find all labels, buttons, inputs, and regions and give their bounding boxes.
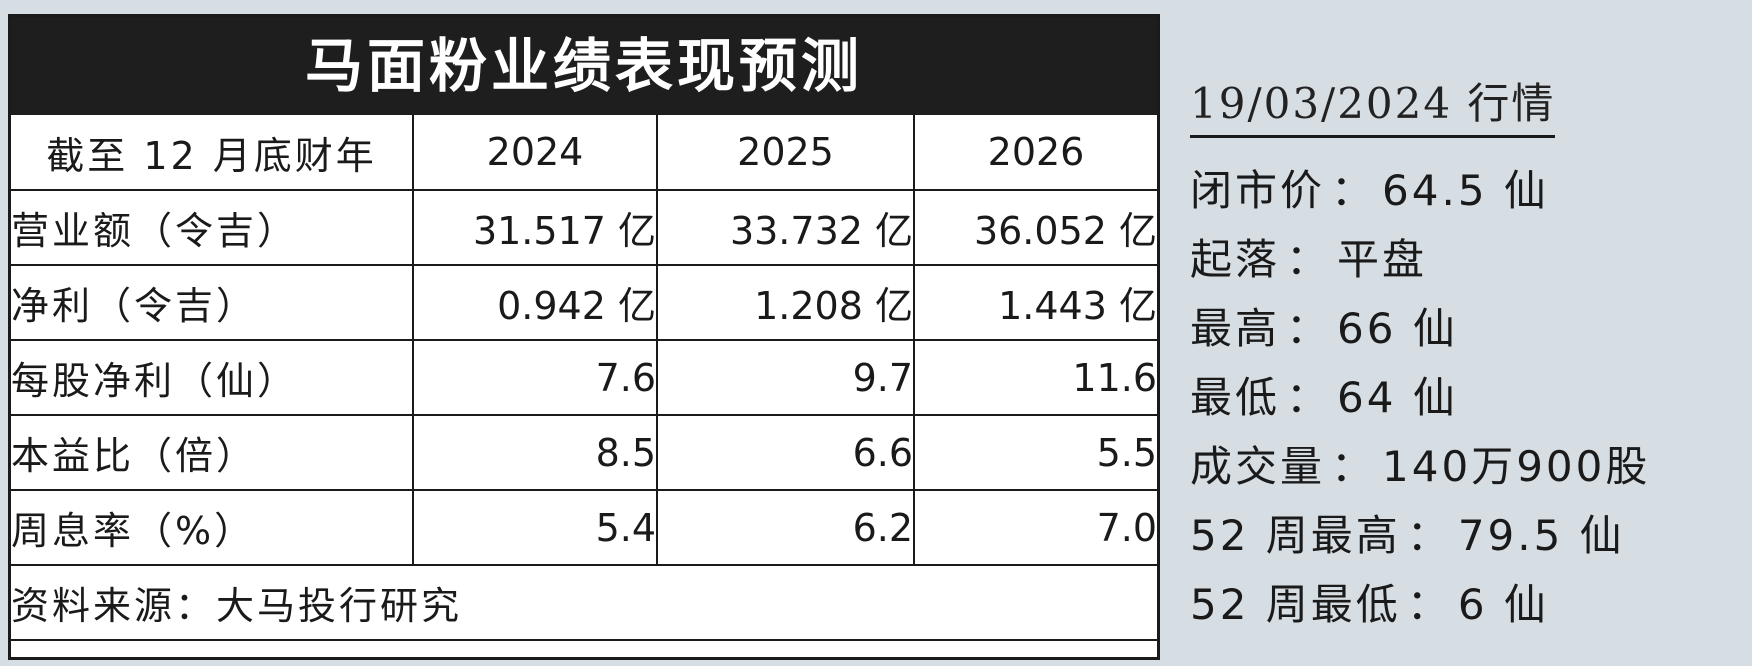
table-row: 净利（令吉） 0.942 亿 1.208 亿 1.443 亿 [11, 264, 1157, 341]
table-row: 营业额（令吉） 31.517 亿 33.732 亿 36.052 亿 [11, 189, 1157, 266]
header-row: 截至 12 月底财年 2024 2025 2026 [11, 115, 1157, 191]
quote-separator: ： [1286, 373, 1332, 422]
quote-change: 起落：平盘 [1190, 225, 1740, 294]
quote-label: 起落 [1190, 235, 1281, 284]
table-cell: 7.0 [913, 489, 1157, 566]
table-row: 每股净利（仙） 7.6 9.7 11.6 [11, 339, 1157, 416]
table-cell: 11.6 [913, 339, 1157, 416]
quote-label: 52 周最低 [1190, 580, 1401, 629]
quote-separator: ： [1286, 235, 1332, 284]
quote-low: 最低： 64 仙 [1190, 363, 1740, 432]
row-label-revenue: 营业额（令吉） [11, 189, 414, 266]
table-cell: 31.517 亿 [412, 189, 658, 266]
row-label-net-profit: 净利（令吉） [11, 264, 414, 341]
source-row: 资料来源：大马投行研究 [11, 564, 1157, 641]
quote-volume: 成交量： 140万900股 [1190, 432, 1740, 501]
table-cell: 0.942 亿 [412, 264, 658, 341]
quote-52-week-low: 52 周最低： 6 仙 [1190, 570, 1740, 639]
table-cell: 6.6 [656, 414, 915, 491]
earnings-forecast-table: 马面粉业绩表现预测 截至 12 月底财年 2024 2025 2026 营业额（… [8, 14, 1160, 660]
quote-label: 闭市价 [1190, 166, 1326, 215]
market-quote-panel: 19/03/2024 行情 闭市价： 64.5 仙 起落：平盘 最高： 66 仙 最… [1190, 70, 1740, 630]
table-cell: 36.052 亿 [913, 189, 1157, 266]
quote-date-title: 19/03/2024 行情 [1190, 70, 1556, 138]
quote-separator: ： [1331, 442, 1377, 491]
quote-closing-price: 闭市价： 64.5 仙 [1190, 156, 1740, 225]
table-cell: 5.5 [913, 414, 1157, 491]
quote-value: 79.5 仙 [1457, 511, 1625, 560]
table-cell: 9.7 [656, 339, 915, 416]
table-title: 马面粉业绩表现预测 [11, 17, 1157, 115]
header-fiscal-year: 截至 12 月底财年 [11, 115, 414, 191]
table-cell: 7.6 [412, 339, 658, 416]
quote-separator: ： [1331, 166, 1377, 215]
quote-value: 6 仙 [1457, 580, 1549, 629]
quote-value: 140万900股 [1382, 442, 1651, 491]
quote-value: 平盘 [1337, 235, 1428, 284]
forecast-grid: 截至 12 月底财年 2024 2025 2026 营业额（令吉） 31.517… [11, 115, 1157, 641]
source-note: 资料来源：大马投行研究 [11, 564, 1157, 641]
quote-label: 最低 [1190, 373, 1281, 422]
row-label-eps: 每股净利（仙） [11, 339, 414, 416]
row-label-dividend-yield: 周息率（%） [11, 489, 414, 566]
quote-label: 52 周最高 [1190, 511, 1401, 560]
table-cell: 33.732 亿 [656, 189, 915, 266]
quote-high: 最高： 66 仙 [1190, 294, 1740, 363]
quote-separator: ： [1406, 511, 1452, 560]
header-year-2025: 2025 [656, 115, 915, 191]
quote-value: 64.5 仙 [1382, 166, 1549, 215]
header-year-2024: 2024 [412, 115, 658, 191]
quote-label: 最高 [1190, 304, 1281, 353]
table-row: 本益比（倍） 8.5 6.6 5.5 [11, 414, 1157, 491]
header-year-2026: 2026 [913, 115, 1157, 191]
quote-list: 闭市价： 64.5 仙 起落：平盘 最高： 66 仙 最低： 64 仙 成交量： 140… [1190, 156, 1740, 639]
table-cell: 8.5 [412, 414, 658, 491]
quote-separator: ： [1286, 304, 1332, 353]
table-cell: 5.4 [412, 489, 658, 566]
quote-value: 64 仙 [1337, 373, 1458, 422]
table-cell: 6.2 [656, 489, 915, 566]
row-label-pe-ratio: 本益比（倍） [11, 414, 414, 491]
table-row: 周息率（%） 5.4 6.2 7.0 [11, 489, 1157, 566]
table-cell: 1.443 亿 [913, 264, 1157, 341]
quote-52-week-high: 52 周最高： 79.5 仙 [1190, 501, 1740, 570]
table-cell: 1.208 亿 [656, 264, 915, 341]
quote-separator: ： [1406, 580, 1452, 629]
quote-label: 成交量 [1190, 442, 1326, 491]
quote-value: 66 仙 [1337, 304, 1458, 353]
